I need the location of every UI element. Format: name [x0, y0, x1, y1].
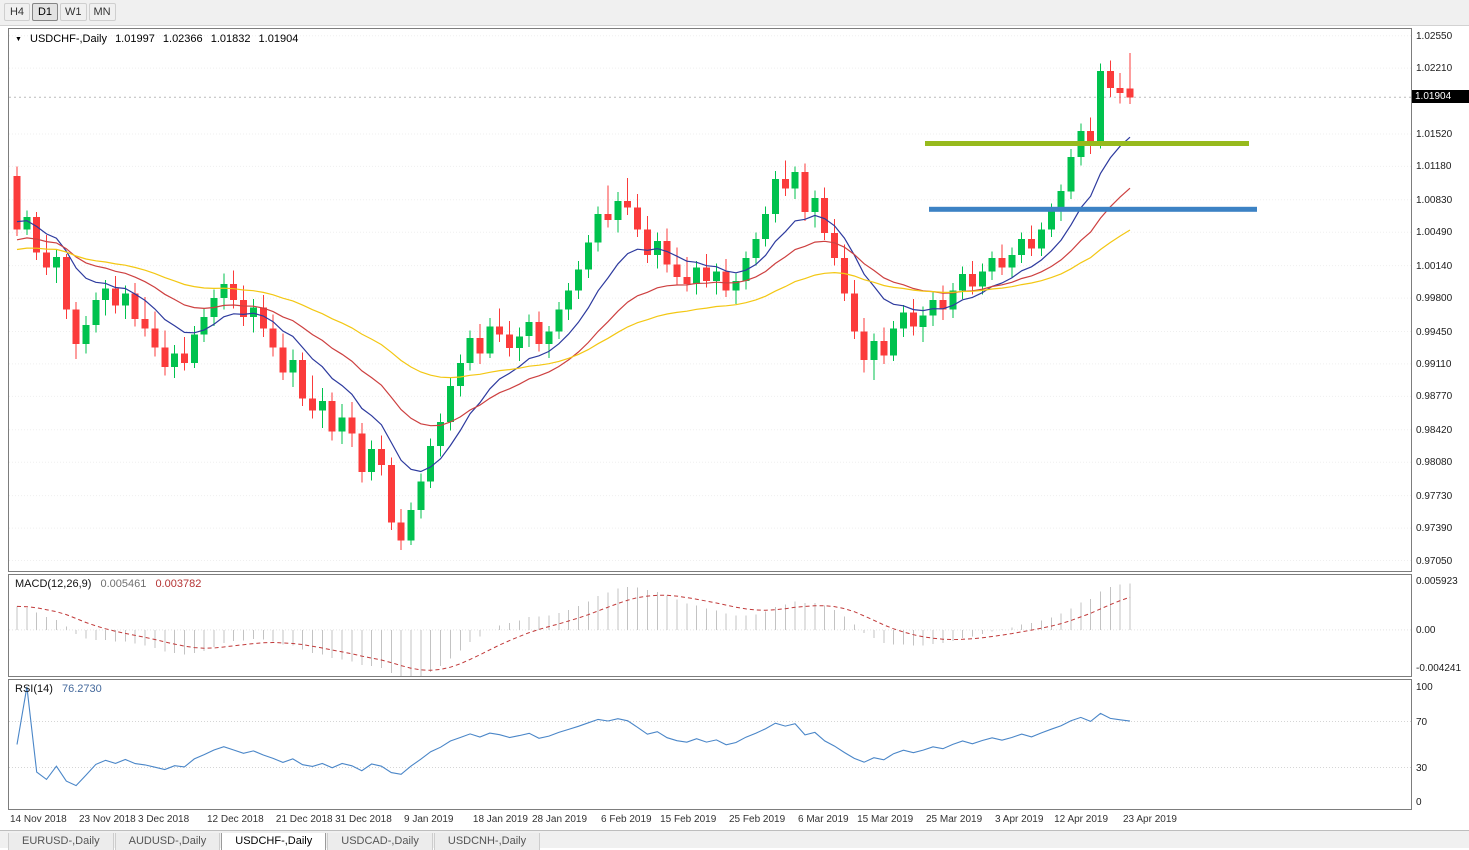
- time-axis-label: 14 Nov 2018: [10, 814, 67, 825]
- rsi-label: RSI(14) 76.2730: [15, 683, 108, 695]
- macd-axis-label: 0.00: [1416, 624, 1436, 636]
- price-axis[interactable]: 1.02550 1.02210 1.01520 1.01180 1.00830 1.004…: [1412, 28, 1469, 818]
- timeframe-toolbar: H4 D1 W1 MN: [0, 0, 1469, 26]
- price-axis-label: 0.99800: [1416, 293, 1453, 305]
- time-axis-label: 9 Jan 2019: [404, 814, 454, 825]
- time-axis-label: 15 Feb 2019: [660, 814, 717, 825]
- ma-fast-line: [16, 136, 1131, 473]
- macd-main-value: 0.005461: [100, 578, 147, 590]
- price-axis-label: 1.02550: [1416, 30, 1453, 42]
- timeframe-button-w1[interactable]: W1: [60, 3, 87, 21]
- timeframe-button-d1[interactable]: D1: [32, 3, 58, 21]
- macd-chart[interactable]: [9, 575, 1411, 676]
- price-axis-label: 1.00490: [1416, 227, 1453, 239]
- ohlc-high: 1.02366: [162, 33, 203, 45]
- macd-axis-label: -0.004241: [1416, 662, 1462, 674]
- price-axis-label: 1.01180: [1416, 161, 1452, 173]
- time-axis-label: 6 Feb 2019: [601, 814, 652, 825]
- price-axis-label: 0.99450: [1416, 326, 1453, 338]
- rsi-panel[interactable]: RSI(14) 76.2730: [8, 679, 1412, 810]
- rsi-axis-label: 100: [1416, 681, 1433, 693]
- chart-tab-usdcnh[interactable]: USDCNH-,Daily: [433, 833, 541, 850]
- price-axis-label: 0.99110: [1416, 358, 1452, 370]
- time-axis-label: 6 Mar 2019: [798, 814, 849, 825]
- resistance-line[interactable]: [925, 141, 1249, 146]
- price-axis-label: 1.00830: [1416, 194, 1453, 206]
- price-gridlines: [9, 35, 1411, 561]
- timeframe-button-mn[interactable]: MN: [88, 3, 116, 21]
- candlestick-chart[interactable]: [9, 29, 1411, 571]
- time-axis-label: 3 Dec 2018: [138, 814, 190, 825]
- time-axis-label: 12 Apr 2019: [1054, 814, 1109, 825]
- rsi-value: 76.2730: [61, 683, 102, 695]
- chart-tab-usdchf[interactable]: USDCHF-,Daily: [221, 833, 327, 850]
- price-axis-label: 1.00140: [1416, 260, 1453, 272]
- macd-signal-line: [16, 594, 1131, 671]
- price-chart-panel[interactable]: ▼ USDCHF-,Daily 1.01997 1.02366 1.01832 …: [8, 28, 1412, 572]
- rsi-name: RSI(14): [15, 683, 53, 695]
- time-axis-label: 23 Nov 2018: [79, 814, 136, 825]
- time-axis-label: 15 Mar 2019: [857, 814, 914, 825]
- price-axis-label: 0.98080: [1416, 457, 1453, 469]
- price-axis-label: 0.98770: [1416, 391, 1453, 403]
- rsi-line: [16, 686, 1131, 787]
- chart-symbol: USDCHF-,Daily: [30, 33, 107, 45]
- price-axis-label: 0.97390: [1416, 523, 1453, 535]
- collapse-chart-icon[interactable]: ▼: [15, 36, 22, 43]
- time-axis-label: 18 Jan 2019: [472, 814, 528, 825]
- macd-signal-value: 0.003782: [155, 578, 202, 590]
- rsi-axis-label: 30: [1416, 762, 1428, 774]
- rsi-chart[interactable]: [9, 680, 1411, 809]
- time-axis-label: 31 Dec 2018: [335, 814, 392, 825]
- support-line[interactable]: [929, 206, 1257, 212]
- chart-tab-usdcad[interactable]: USDCAD-,Daily: [327, 833, 433, 850]
- time-axis-label: 23 Apr 2019: [1123, 814, 1177, 825]
- time-axis-label: 25 Mar 2019: [926, 814, 983, 825]
- time-axis-label: 3 Apr 2019: [995, 814, 1044, 825]
- chart-tab-eurusd[interactable]: EURUSD-,Daily: [8, 833, 114, 850]
- macd-panel[interactable]: MACD(12,26,9) 0.005461 0.003782: [8, 574, 1412, 677]
- time-axis-label: 12 Dec 2018: [207, 814, 264, 825]
- candles: [13, 53, 1134, 550]
- chart-tabs: EURUSD-,Daily AUDUSD-,Daily USDCHF-,Daily U…: [0, 830, 1469, 850]
- chart-title: ▼ USDCHF-,Daily 1.01997 1.02366 1.01832 …: [15, 33, 303, 45]
- ohlc-open: 1.01997: [115, 33, 155, 45]
- rsi-axis-label: 70: [1416, 716, 1428, 728]
- ma-medium-line: [16, 187, 1131, 427]
- time-axis[interactable]: 14 Nov 2018 23 Nov 2018 3 Dec 2018 12 Dec 2…: [8, 812, 1412, 829]
- price-axis-label: 0.98420: [1416, 424, 1453, 436]
- price-axis-label: 0.97730: [1416, 490, 1453, 502]
- macd-name: MACD(12,26,9): [15, 578, 92, 590]
- macd-axis-label: 0.005923: [1416, 576, 1458, 587]
- ohlc-close: 1.01904: [258, 33, 299, 45]
- time-axis-label: 21 Dec 2018: [275, 814, 333, 825]
- rsi-axis-label: 0: [1416, 797, 1422, 809]
- ohlc-low: 1.01832: [210, 33, 251, 45]
- macd-histogram: [16, 583, 1131, 676]
- timeframe-button-h4[interactable]: H4: [4, 3, 30, 21]
- time-axis-label: 25 Feb 2019: [729, 814, 786, 825]
- ma-slow-line: [16, 229, 1131, 379]
- chart-tab-audusd[interactable]: AUDUSD-,Daily: [114, 833, 221, 850]
- price-axis-label: 0.97050: [1416, 555, 1453, 567]
- macd-label: MACD(12,26,9) 0.005461 0.003782: [15, 578, 207, 590]
- price-axis-label: 1.01520: [1416, 129, 1453, 140]
- price-axis-label: 1.02210: [1416, 63, 1453, 75]
- current-price-badge: 1.01904: [1412, 90, 1469, 104]
- time-axis-label: 28 Jan 2019: [532, 814, 588, 825]
